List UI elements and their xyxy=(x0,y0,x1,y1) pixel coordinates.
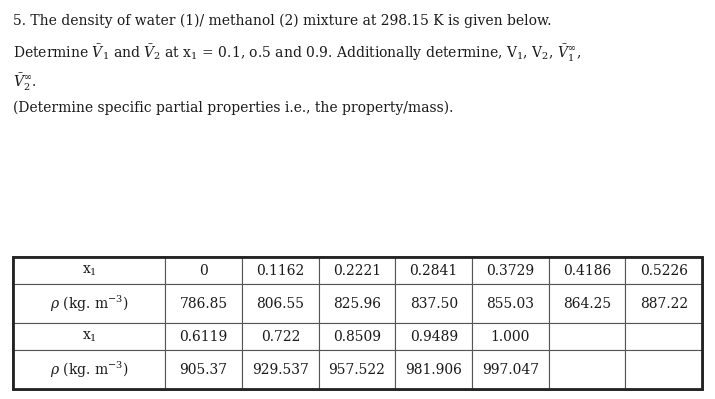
Text: 0.4186: 0.4186 xyxy=(563,264,611,278)
Bar xyxy=(626,323,702,350)
Bar xyxy=(626,257,702,284)
Bar xyxy=(13,257,702,389)
Bar xyxy=(13,284,165,323)
Bar xyxy=(548,284,626,323)
Bar xyxy=(319,350,395,389)
Text: 0.6119: 0.6119 xyxy=(179,330,228,344)
Text: (Determine specific partial properties i.e., the property/mass).: (Determine specific partial properties i… xyxy=(13,100,453,115)
Bar xyxy=(472,350,548,389)
Text: 864.25: 864.25 xyxy=(563,297,611,311)
Bar xyxy=(242,284,319,323)
Bar xyxy=(165,257,242,284)
Bar xyxy=(165,350,242,389)
Text: 0.722: 0.722 xyxy=(261,330,300,344)
Bar xyxy=(395,323,472,350)
Text: 837.50: 837.50 xyxy=(410,297,458,311)
Text: 825.96: 825.96 xyxy=(333,297,381,311)
Bar xyxy=(319,257,395,284)
Bar xyxy=(165,284,242,323)
Text: 0.8509: 0.8509 xyxy=(333,330,381,344)
Bar xyxy=(472,257,548,284)
Text: $\rho$ (kg. m$^{-3}$): $\rho$ (kg. m$^{-3}$) xyxy=(50,359,128,380)
Bar xyxy=(626,284,702,323)
Text: 1.000: 1.000 xyxy=(490,330,530,344)
Text: 887.22: 887.22 xyxy=(640,297,688,311)
Bar xyxy=(395,284,472,323)
Text: Determine $\bar{V}_1$ and $\bar{V}_2$ at x$_1$ = 0.1, o.5 and 0.9. Additionally : Determine $\bar{V}_1$ and $\bar{V}_2$ at… xyxy=(13,43,581,64)
Bar xyxy=(13,323,165,350)
Bar xyxy=(626,350,702,389)
Text: x$_1$: x$_1$ xyxy=(82,264,97,278)
Text: 0: 0 xyxy=(199,264,208,278)
Text: 0.2841: 0.2841 xyxy=(410,264,458,278)
Text: 0.1162: 0.1162 xyxy=(256,264,305,278)
Bar xyxy=(165,323,242,350)
Text: 806.55: 806.55 xyxy=(256,297,305,311)
Text: 929.537: 929.537 xyxy=(252,363,309,377)
Bar xyxy=(13,257,165,284)
Text: 0.3729: 0.3729 xyxy=(486,264,534,278)
Bar xyxy=(548,323,626,350)
Bar xyxy=(472,284,548,323)
Text: 0.5226: 0.5226 xyxy=(640,264,688,278)
Bar xyxy=(13,257,702,389)
Bar xyxy=(242,323,319,350)
Text: x$_1$: x$_1$ xyxy=(82,330,97,344)
Bar xyxy=(319,323,395,350)
Text: 0.9489: 0.9489 xyxy=(410,330,458,344)
Bar xyxy=(548,257,626,284)
Bar xyxy=(13,350,165,389)
Bar xyxy=(548,350,626,389)
Text: 997.047: 997.047 xyxy=(482,363,539,377)
Text: 957.522: 957.522 xyxy=(329,363,385,377)
Text: 786.85: 786.85 xyxy=(179,297,227,311)
Bar xyxy=(395,257,472,284)
Bar xyxy=(395,350,472,389)
Bar xyxy=(472,323,548,350)
Text: 0.2221: 0.2221 xyxy=(333,264,381,278)
Text: 855.03: 855.03 xyxy=(486,297,534,311)
Text: $\bar{V}_2^{\infty}$.: $\bar{V}_2^{\infty}$. xyxy=(13,71,36,93)
Text: 5. The density of water (1)/ methanol (2) mixture at 298.15 K is given below.: 5. The density of water (1)/ methanol (2… xyxy=(13,14,551,28)
Bar xyxy=(242,350,319,389)
Text: 905.37: 905.37 xyxy=(179,363,227,377)
Text: 981.906: 981.906 xyxy=(405,363,462,377)
Bar xyxy=(319,284,395,323)
Text: $\rho$ (kg. m$^{-3}$): $\rho$ (kg. m$^{-3}$) xyxy=(50,294,128,314)
Bar xyxy=(242,257,319,284)
